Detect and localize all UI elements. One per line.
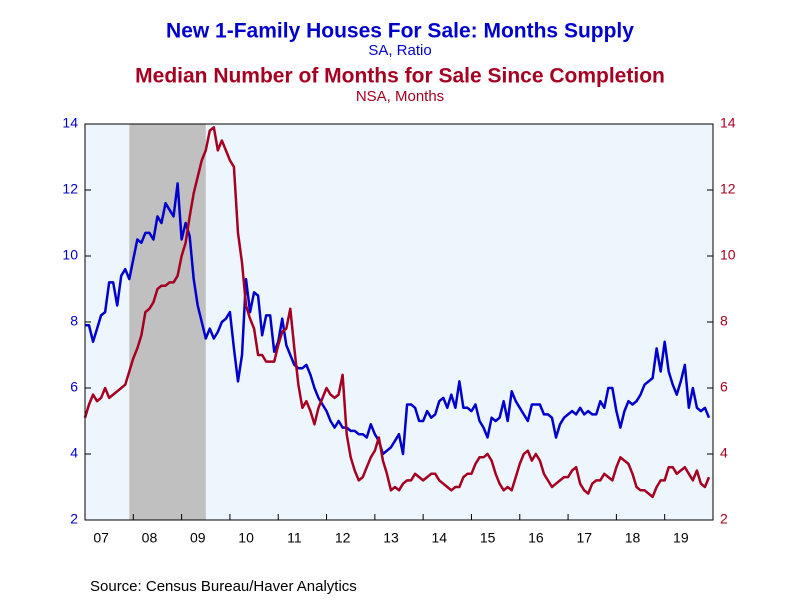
x-tick-label: 19 bbox=[673, 530, 689, 546]
y2-tick-label: 2 bbox=[720, 511, 728, 527]
x-tick-label: 18 bbox=[625, 530, 641, 546]
x-tick-label: 09 bbox=[190, 530, 206, 546]
y-tick-label: 4 bbox=[70, 445, 78, 461]
x-tick-label: 17 bbox=[576, 530, 592, 546]
chart-title: New 1-Family Houses For Sale: Months Sup… bbox=[166, 20, 634, 43]
y-tick-label: 14 bbox=[62, 115, 78, 131]
y2-tick-label: 10 bbox=[720, 247, 736, 263]
source-note: Source: Census Bureau/Haver Analytics bbox=[90, 578, 357, 595]
x-tick-label: 08 bbox=[142, 530, 158, 546]
y2-tick-label: 6 bbox=[720, 379, 728, 395]
y-tick-label: 12 bbox=[62, 181, 78, 197]
chart-subtitle: SA, Ratio bbox=[368, 42, 431, 59]
y-tick-label: 8 bbox=[70, 313, 78, 329]
x-tick-label: 14 bbox=[432, 530, 448, 546]
x-tick-label: 12 bbox=[335, 530, 351, 546]
y2-tick-label: 4 bbox=[720, 445, 728, 461]
chart-title-2: Median Number of Months for Sale Since C… bbox=[135, 65, 665, 88]
y-tick-label: 10 bbox=[62, 247, 78, 263]
y-tick-label: 2 bbox=[70, 511, 78, 527]
x-tick-label: 15 bbox=[480, 530, 496, 546]
series-line bbox=[83, 126, 711, 499]
x-tick-label: 07 bbox=[93, 530, 109, 546]
recession-band bbox=[129, 124, 206, 520]
y2-tick-label: 14 bbox=[720, 115, 736, 131]
x-tick-label: 11 bbox=[287, 530, 302, 546]
x-tick-label: 16 bbox=[528, 530, 544, 546]
x-tick-label: 10 bbox=[238, 530, 254, 546]
x-tick-label: 13 bbox=[383, 530, 399, 546]
chart-subtitle-2: NSA, Months bbox=[356, 88, 444, 105]
y-tick-label: 6 bbox=[70, 379, 78, 395]
y2-tick-label: 8 bbox=[720, 313, 728, 329]
series-line bbox=[85, 182, 711, 456]
y2-tick-label: 12 bbox=[720, 181, 736, 197]
